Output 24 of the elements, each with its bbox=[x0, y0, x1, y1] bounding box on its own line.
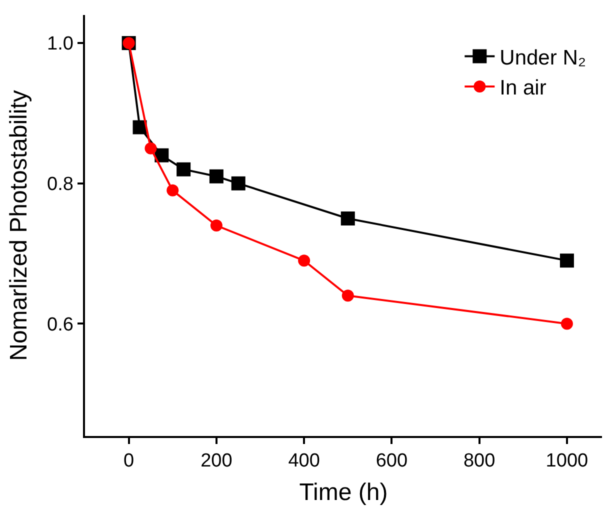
y-tick-label: 0.6 bbox=[47, 314, 74, 336]
x-tick-label: 800 bbox=[463, 450, 496, 472]
x-tick-label: 1000 bbox=[546, 450, 588, 472]
x-axis-title: Time (h) bbox=[299, 479, 388, 506]
point bbox=[560, 318, 573, 330]
point bbox=[210, 220, 222, 232]
y-tick-label: 0.8 bbox=[47, 174, 74, 196]
point bbox=[209, 169, 224, 184]
y-tick-label: 1.0 bbox=[47, 34, 74, 55]
x-tick-label: 600 bbox=[376, 450, 408, 472]
point bbox=[298, 254, 310, 267]
point bbox=[144, 142, 157, 154]
point bbox=[166, 184, 179, 196]
point bbox=[176, 162, 191, 176]
point bbox=[231, 176, 246, 190]
point bbox=[342, 290, 354, 302]
x-tick-label: 400 bbox=[288, 450, 320, 472]
x-tick-label: 0 bbox=[124, 450, 134, 472]
x-tick-label: 200 bbox=[200, 450, 232, 472]
legend-label: In air bbox=[500, 76, 546, 100]
point bbox=[340, 211, 355, 226]
legend-label: Under N₂ bbox=[500, 46, 586, 70]
y-axis-title: Nomarlized Photostability bbox=[6, 90, 32, 361]
point bbox=[560, 254, 574, 268]
